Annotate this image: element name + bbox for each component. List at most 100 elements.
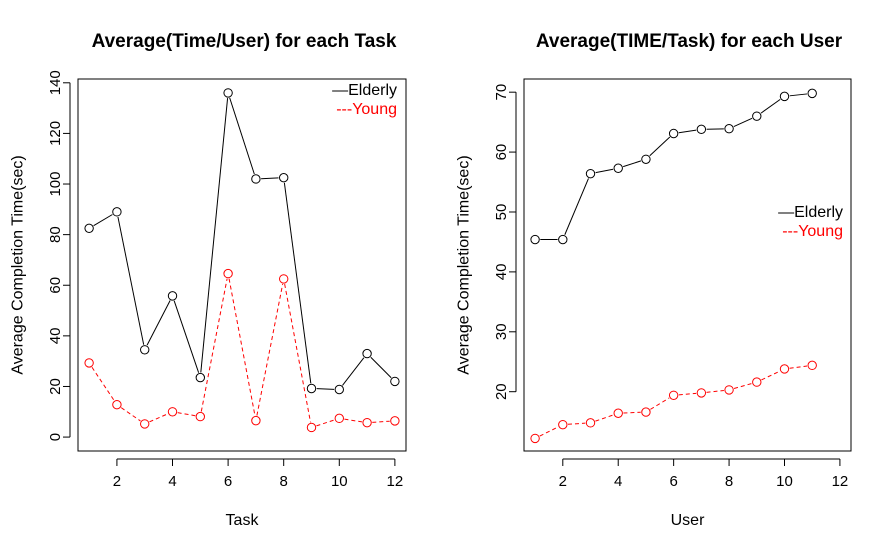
series-young-point xyxy=(112,399,122,410)
x-tick-label: 4 xyxy=(614,473,622,490)
series-young-segment xyxy=(567,422,586,425)
series-elderly-segment xyxy=(316,388,335,390)
series-young-point xyxy=(613,408,623,418)
series-young-point xyxy=(84,358,94,368)
series-elderly-point xyxy=(613,163,623,173)
series-elderly-segment xyxy=(342,357,365,386)
series-young-point xyxy=(696,388,707,398)
series-young-point xyxy=(251,415,261,426)
series-elderly-point xyxy=(278,172,289,183)
x-tick-label: 12 xyxy=(387,473,404,490)
series-elderly-segment xyxy=(789,93,808,97)
series-young-segment xyxy=(623,411,641,414)
series-elderly-segment xyxy=(200,98,229,373)
series-elderly-segment xyxy=(173,300,200,373)
y-tick-label: 50 xyxy=(493,204,510,221)
series-young-point xyxy=(140,419,150,429)
series-elderly-segment xyxy=(229,97,255,175)
series-elderly-segment xyxy=(117,216,145,345)
series-young-segment xyxy=(372,420,390,423)
series-young-point xyxy=(334,413,344,424)
series-young-point xyxy=(724,385,734,395)
series-elderly-point xyxy=(223,88,233,98)
x-tick-label: 10 xyxy=(776,473,793,490)
plot-frame xyxy=(523,78,852,452)
series-elderly-point xyxy=(585,168,596,179)
y-tick-label: 140 xyxy=(47,70,64,95)
series-young-point xyxy=(390,416,400,426)
y-tick-label: 60 xyxy=(47,277,64,294)
series-young-segment xyxy=(256,283,284,416)
series-young-point xyxy=(585,418,596,428)
y-axis-label: Average Completion Time(sec) xyxy=(456,155,473,374)
series-elderly-point xyxy=(752,111,762,121)
x-tick-label: 2 xyxy=(559,473,567,490)
y-axis-label: Average Completion Time(sec) xyxy=(10,155,27,374)
y-tick-label: 30 xyxy=(493,323,510,340)
series-young-point xyxy=(530,433,540,444)
series-elderly-segment xyxy=(146,300,171,346)
series-elderly-segment xyxy=(649,136,671,157)
series-elderly-point xyxy=(251,174,261,184)
series-elderly-segment xyxy=(283,182,312,384)
series-young-segment xyxy=(120,407,141,422)
series-elderly-segment xyxy=(370,356,392,379)
series-young-point xyxy=(641,407,651,417)
series-young-segment xyxy=(228,278,256,416)
y-tick-label: 40 xyxy=(493,264,510,281)
task-chart-panel: Average(Time/User) for each Task Task Aver… xyxy=(10,31,407,529)
plot-frame xyxy=(77,78,407,452)
series-elderly-segment xyxy=(623,160,642,168)
series-young-point xyxy=(779,364,790,374)
series-young-segment xyxy=(284,283,312,423)
y-tick-label: 0 xyxy=(47,433,64,441)
series-young-segment xyxy=(177,412,196,417)
series-elderly-point xyxy=(390,376,400,387)
user-chart-panel: Average(TIME/Task) for each User User Aver… xyxy=(456,31,852,529)
y-tick-label: 20 xyxy=(493,383,510,400)
series-young-segment xyxy=(678,392,697,396)
y-tick-label: 70 xyxy=(493,84,510,101)
series-young-point xyxy=(278,274,289,284)
series-young-point xyxy=(668,390,679,400)
x-tick-label: 10 xyxy=(331,473,348,490)
series-young-point xyxy=(306,422,317,433)
series-elderly-segment xyxy=(564,178,589,235)
series-young-segment xyxy=(539,426,559,437)
series-young-segment xyxy=(149,413,168,423)
x-axis-label: User xyxy=(671,512,705,529)
series-elderly-point xyxy=(724,124,734,134)
series-young-segment xyxy=(733,383,752,389)
series-young-segment xyxy=(789,365,808,369)
y-tick-label: 80 xyxy=(47,226,64,243)
series-elderly-point xyxy=(84,223,94,234)
series-elderly-point xyxy=(641,154,651,164)
series-elderly-segment xyxy=(93,214,113,227)
chart-title: Average(TIME/Task) for each User xyxy=(536,31,843,52)
series-young-point xyxy=(807,360,817,371)
series-young-segment xyxy=(200,278,228,412)
x-tick-label: 6 xyxy=(669,473,677,490)
series-elderly-point xyxy=(779,91,790,102)
y-tick-label: 20 xyxy=(47,378,64,395)
series-young-segment xyxy=(344,418,363,423)
series-young-segment xyxy=(650,397,670,410)
series-elderly-segment xyxy=(733,117,753,128)
series-young-point xyxy=(195,411,206,422)
series-elderly-point xyxy=(362,348,372,359)
legend-entry-young: ---Young xyxy=(782,223,843,240)
x-tick-label: 6 xyxy=(224,473,232,490)
y-tick-label: 40 xyxy=(47,328,64,345)
series-elderly-point xyxy=(140,345,150,355)
series-elderly-segment xyxy=(678,129,697,134)
series-elderly-point xyxy=(112,207,122,217)
series-young-segment xyxy=(595,414,614,422)
chart-title: Average(Time/User) for each Task xyxy=(92,31,397,52)
y-tick-label: 120 xyxy=(47,121,64,146)
series-young-point xyxy=(558,419,568,430)
x-tick-label: 8 xyxy=(280,473,288,490)
series-young-point xyxy=(223,268,233,279)
series-young-segment xyxy=(316,419,335,427)
series-elderly-point xyxy=(306,383,317,394)
